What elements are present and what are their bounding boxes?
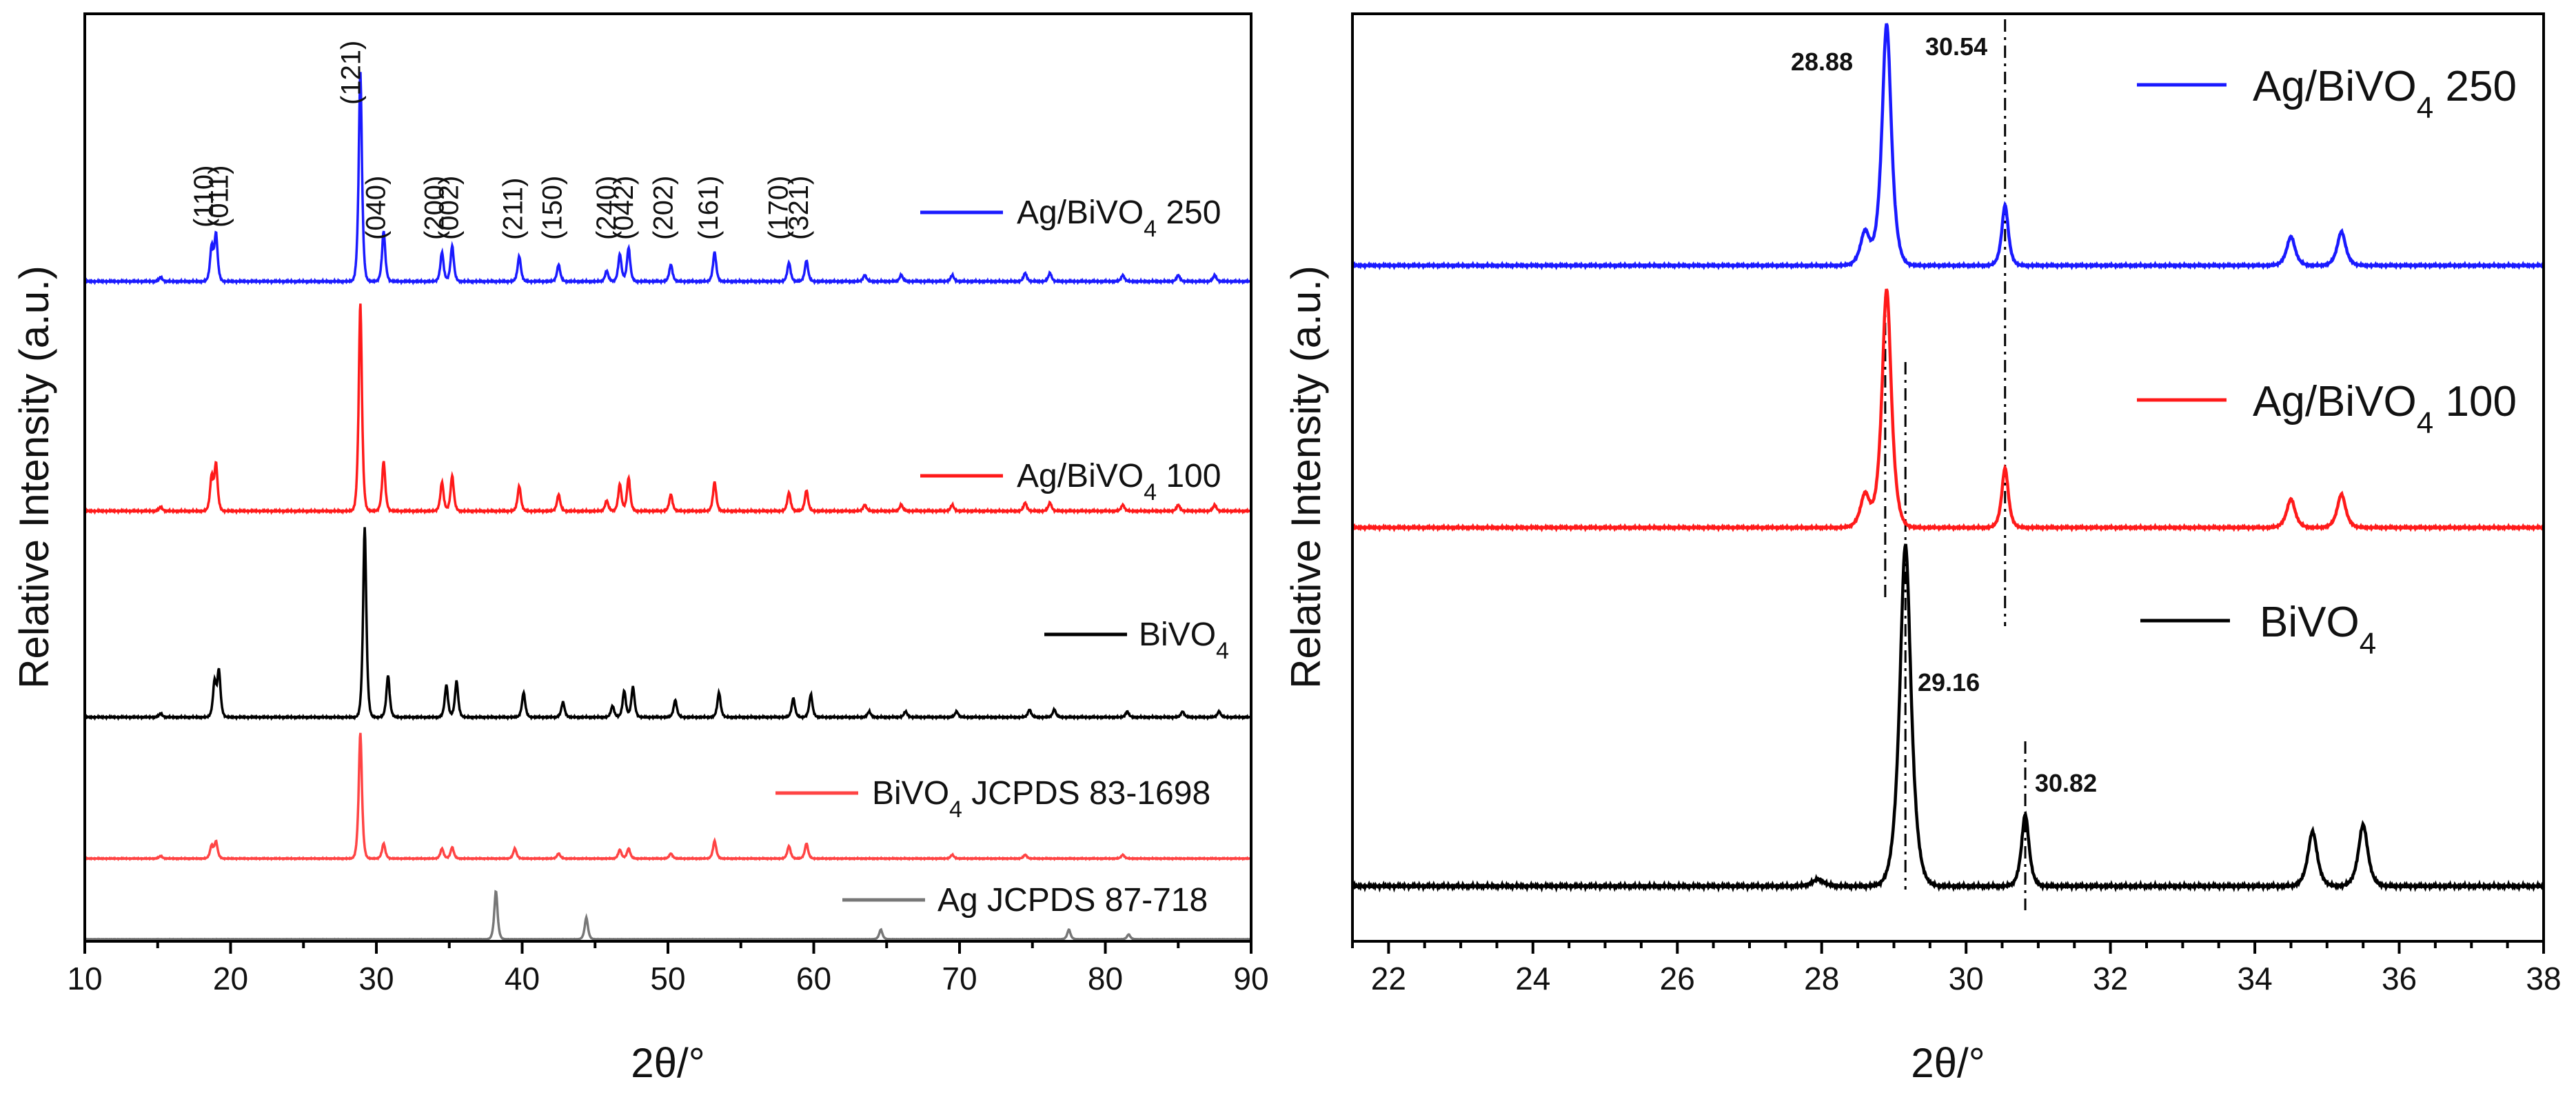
left-hkl-labels: (110)(011) (121) (040) (200)(002) (211) (150)… bbox=[189, 41, 814, 240]
left-legend-label-bivo4-jcpds-83-1698: BiVO4 JCPDS 83-1698 bbox=[872, 775, 1210, 823]
right-x-tick-label: 28 bbox=[1804, 961, 1839, 996]
left-x-tick-label: 90 bbox=[1233, 961, 1268, 996]
hkl-label-121: (121) bbox=[336, 41, 367, 105]
right-legend: Ag/BiVO4 250 Ag/BiVO4 100 BiVO4 bbox=[2137, 63, 2517, 661]
peak-annotation-30-54: 30.54 bbox=[1925, 32, 1987, 61]
hkl-label-002: (002) bbox=[434, 176, 464, 240]
peak-annotation-30-82: 30.82 bbox=[2035, 769, 2097, 797]
left-x-axis-title: 2θ/° bbox=[631, 1040, 704, 1086]
left-series-ag-bivo4-250 bbox=[84, 72, 1252, 285]
hkl-label-011: (011) bbox=[203, 166, 234, 228]
left-x-tick-label: 70 bbox=[942, 961, 977, 996]
right-reference-lines bbox=[1884, 19, 2027, 910]
right-x-tick-label: 24 bbox=[1515, 961, 1550, 996]
right-series-bivo4 bbox=[1352, 543, 2545, 893]
right-x-axis-title: 2θ/° bbox=[1911, 1040, 1985, 1086]
right-x-tick-label: 36 bbox=[2382, 961, 2417, 996]
right-x-tick-label: 22 bbox=[1371, 961, 1406, 996]
hkl-label-161: (161) bbox=[693, 176, 724, 240]
right-plot-frame bbox=[1351, 12, 2545, 943]
hkl-label-211: (211) bbox=[498, 178, 529, 240]
right-curves bbox=[1352, 23, 2545, 893]
right-x-tick-label: 34 bbox=[2238, 961, 2273, 996]
left-series-bivo4-jcpds-83-1698 bbox=[84, 732, 1252, 861]
hkl-label-200: (200) bbox=[419, 176, 449, 240]
left-xrd-panel: (110)(011) (121) (040) (200)(002) (211) (150)… bbox=[11, 12, 1269, 1086]
left-legend-label-ag-jcpds-87-718: Ag JCPDS 87-718 bbox=[937, 882, 1208, 919]
left-curves bbox=[84, 72, 1252, 941]
right-legend-label-ag-bivo4-100: Ag/BiVO4 100 bbox=[2253, 378, 2517, 440]
left-legend-label-ag-bivo4-100: Ag/BiVO4 100 bbox=[1017, 458, 1221, 505]
peak-annotation-28-88: 28.88 bbox=[1791, 48, 1853, 76]
left-series-ag-jcpds-87-718 bbox=[84, 890, 1252, 941]
right-series-ag-bivo4-250 bbox=[1352, 23, 2545, 270]
left-x-ticks: 10 20 30 40 50 60 70 80 90 bbox=[67, 941, 1269, 996]
left-series-bivo4 bbox=[84, 527, 1252, 721]
left-legend: Ag/BiVO4 250 Ag/BiVO4 100 BiVO4 BiVO4 JCPDS… bbox=[775, 194, 1229, 919]
right-x-tick-label: 38 bbox=[2526, 961, 2561, 996]
right-x-ticks: 22 24 26 28 30 32 34 36 38 bbox=[1351, 941, 2562, 996]
left-x-tick-label: 40 bbox=[505, 961, 540, 996]
hkl-label-042: (042) bbox=[609, 176, 639, 240]
left-y-axis-title: Relative Intensity (a.u.) bbox=[11, 265, 57, 689]
left-x-tick-label: 20 bbox=[213, 961, 248, 996]
hkl-label-040: (040) bbox=[361, 176, 392, 240]
left-x-tick-label: 60 bbox=[796, 961, 831, 996]
peak-annotation-29-16: 29.16 bbox=[1918, 668, 1980, 696]
right-x-tick-label: 32 bbox=[2093, 961, 2128, 996]
hkl-label-170: (170) bbox=[763, 176, 793, 240]
left-legend-label-ag-bivo4-250: Ag/BiVO4 250 bbox=[1017, 194, 1221, 242]
right-x-tick-label: 26 bbox=[1660, 961, 1695, 996]
hkl-label-321: (321) bbox=[784, 176, 814, 240]
hkl-label-202: (202) bbox=[648, 176, 678, 240]
left-x-tick-label: 30 bbox=[358, 961, 394, 996]
left-x-tick-label: 50 bbox=[650, 961, 685, 996]
hkl-label-110: (110) bbox=[189, 166, 219, 228]
hkl-label-240: (240) bbox=[591, 176, 622, 240]
left-legend-label-bivo4: BiVO4 bbox=[1139, 616, 1229, 664]
hkl-label-150: (150) bbox=[538, 176, 568, 240]
right-x-tick-label: 30 bbox=[1949, 961, 1984, 996]
right-legend-label-ag-bivo4-250: Ag/BiVO4 250 bbox=[2253, 63, 2517, 125]
left-x-tick-label: 80 bbox=[1088, 961, 1123, 996]
right-peak-annotations: 28.88 30.54 29.16 30.82 bbox=[1791, 32, 2097, 797]
right-y-axis-title: Relative Intensity (a.u.) bbox=[1283, 265, 1329, 689]
left-x-tick-label: 10 bbox=[67, 961, 102, 996]
left-series-ag-bivo4-100 bbox=[84, 303, 1252, 515]
right-legend-label-bivo4: BiVO4 bbox=[2260, 599, 2376, 661]
right-series-ag-bivo4-100 bbox=[1352, 288, 2545, 532]
